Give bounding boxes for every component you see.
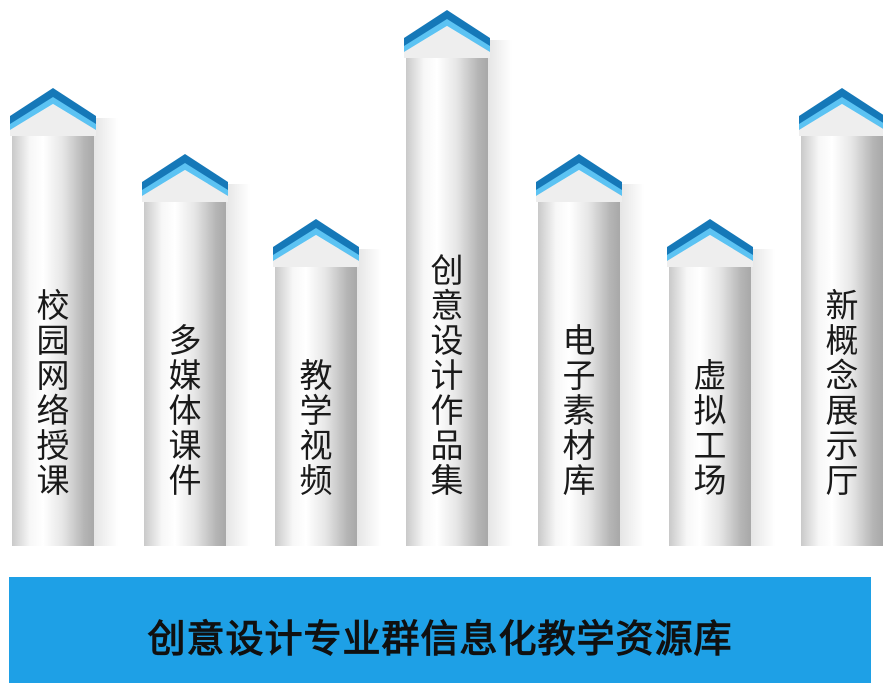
label-char: 材 <box>562 426 596 465</box>
label-char: 创 <box>430 251 464 290</box>
label-char: 集 <box>430 461 464 500</box>
label-char: 授 <box>36 426 70 465</box>
label-char: 念 <box>825 356 859 395</box>
label-char: 体 <box>168 391 202 430</box>
label-char: 课 <box>36 461 70 500</box>
label-char: 媒 <box>168 356 202 395</box>
label-char: 概 <box>825 321 859 360</box>
pillar-digital-asset-library[interactable]: 电子素材库 <box>536 154 644 546</box>
label-char: 库 <box>562 461 596 500</box>
chevron-cap-icon <box>273 219 359 267</box>
label-char: 虚 <box>693 356 727 395</box>
label-char: 视 <box>299 426 333 465</box>
pillar-teaching-video[interactable]: 教学视频 <box>273 219 381 546</box>
base-banner: 创意设计专业群信息化教学资源库 <box>9 577 871 683</box>
label-char: 展 <box>825 391 859 430</box>
pillar-virtual-workshop[interactable]: 虚拟工场 <box>667 219 775 546</box>
chevron-cap-icon <box>142 154 228 202</box>
chevron-cap-icon <box>10 88 96 136</box>
label-char: 校 <box>36 286 70 325</box>
chevron-cap-icon <box>799 88 883 136</box>
label-char: 电 <box>562 321 596 360</box>
pillar-label: 创意设计作品集 <box>406 253 488 498</box>
label-char: 场 <box>693 461 727 500</box>
label-char: 工 <box>693 426 727 465</box>
label-char: 意 <box>430 286 464 325</box>
pillar-new-concept-showroom[interactable]: 新概念展示厅 <box>799 88 883 546</box>
pillar-creative-design-portfolio[interactable]: 创意设计作品集 <box>404 10 512 546</box>
label-char: 课 <box>168 426 202 465</box>
label-char: 园 <box>36 321 70 360</box>
base-title: 创意设计专业群信息化教学资源库 <box>147 616 733 661</box>
label-char: 学 <box>299 391 333 430</box>
label-char: 教 <box>299 356 333 395</box>
pillar-campus-online-course[interactable]: 校园网络授课 <box>10 88 118 546</box>
label-char: 多 <box>168 321 202 360</box>
pillar-label: 教学视频 <box>275 358 357 498</box>
label-char: 拟 <box>693 391 727 430</box>
label-char: 件 <box>168 461 202 500</box>
label-char: 频 <box>299 461 333 500</box>
label-char: 作 <box>430 391 464 430</box>
pillar-multimedia-courseware[interactable]: 多媒体课件 <box>142 154 250 546</box>
label-char: 络 <box>36 391 70 430</box>
label-char: 网 <box>36 356 70 395</box>
label-char: 品 <box>430 426 464 465</box>
pillar-label: 新概念展示厅 <box>801 288 883 498</box>
pillar-label: 虚拟工场 <box>669 358 751 498</box>
label-char: 厅 <box>825 461 859 500</box>
chevron-cap-icon <box>536 154 622 202</box>
pillar-label: 电子素材库 <box>538 323 620 498</box>
label-char: 示 <box>825 426 859 465</box>
chevron-cap-icon <box>667 219 753 267</box>
label-char: 新 <box>825 286 859 325</box>
pillar-label: 校园网络授课 <box>12 288 94 498</box>
chevron-cap-icon <box>404 10 490 58</box>
label-char: 计 <box>430 356 464 395</box>
label-char: 设 <box>430 321 464 360</box>
pillar-label: 多媒体课件 <box>144 323 226 498</box>
label-char: 子 <box>562 356 596 395</box>
label-char: 素 <box>562 391 596 430</box>
